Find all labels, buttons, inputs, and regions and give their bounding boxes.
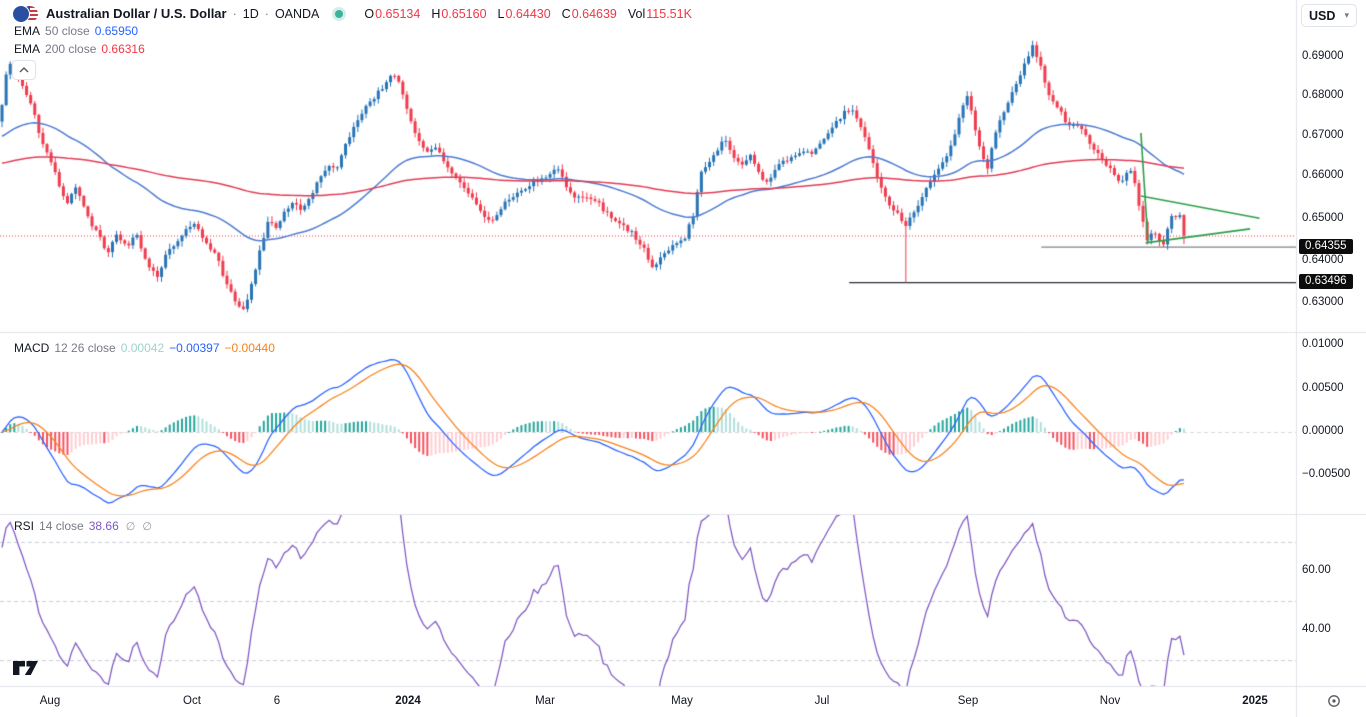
title-separator: · [232, 6, 237, 21]
symbol-header: Australian Dollar / U.S. Dollar · 1D · O… [12, 5, 692, 23]
rsi-axis-label: 40.00 [1302, 623, 1331, 635]
time-axis-label: Jul [814, 695, 830, 707]
macd-axis-label: −0.00500 [1302, 468, 1351, 480]
time-axis-label-year: 2024 [395, 695, 421, 707]
macd-line-value: −0.00397 [169, 341, 220, 355]
ohlc-high: H 0.65160 [431, 6, 487, 21]
ema200-legend[interactable]: EMA 200 close 0.66316 [14, 42, 145, 56]
rsi-legend[interactable]: RSI 14 close 38.66 ∅ ∅ [14, 519, 152, 533]
price-axis-label: 0.65000 [1302, 212, 1344, 224]
time-axis-label: 6 [273, 695, 281, 707]
currency-label: USD [1309, 8, 1336, 23]
ohlc-low: L 0.64430 [497, 6, 551, 21]
macd-axis-label: 0.01000 [1302, 338, 1344, 350]
go-to-realtime-button[interactable] [1327, 694, 1341, 713]
ema50-params: 50 close [45, 24, 90, 38]
rsi-value: 38.66 [88, 519, 119, 533]
price-axis-label: 0.64000 [1302, 254, 1344, 266]
ema50-name: EMA [14, 24, 41, 38]
currency-dropdown[interactable]: USD ▾ [1301, 4, 1357, 27]
price-axis-label: 0.69000 [1302, 50, 1344, 62]
price-level-tag: 0.64355 [1299, 239, 1353, 254]
time-axis-label-year: 2025 [1242, 695, 1268, 707]
volume-readout: Vol 115.51K [627, 6, 692, 21]
time-axis-label: Mar [535, 695, 555, 707]
exchange-label[interactable]: OANDA [274, 6, 320, 21]
ohlc-close: C 0.64639 [561, 6, 617, 21]
interval-label[interactable]: 1D [242, 6, 259, 21]
time-axis-label: Oct [183, 695, 201, 707]
price-axis-label: 0.67000 [1302, 129, 1344, 141]
chevron-up-icon [19, 67, 29, 73]
time-axis-label: Aug [39, 695, 61, 707]
empty-set-icon: ∅ [125, 520, 136, 533]
price-axis-label: 0.68000 [1302, 89, 1344, 101]
instrument-pair-logo [12, 5, 39, 23]
ema200-value: 0.66316 [101, 42, 145, 56]
ema200-name: EMA [14, 42, 41, 56]
macd-signal-value: −0.00440 [224, 341, 275, 355]
rsi-params: 14 close [39, 519, 84, 533]
macd-params: 12 26 close [54, 341, 116, 355]
title-separator: · [264, 6, 269, 21]
time-axis-label: Sep [957, 695, 979, 707]
price-axis-label: 0.63000 [1302, 296, 1344, 308]
macd-axis-label: 0.00500 [1302, 382, 1344, 394]
time-axis-label: Nov [1099, 695, 1121, 707]
ema50-value: 0.65950 [94, 24, 139, 38]
market-status-icon [335, 9, 344, 18]
price-axis-label: 0.66000 [1302, 169, 1344, 181]
symbol-title[interactable]: Australian Dollar / U.S. Dollar [46, 6, 227, 21]
tradingview-logo[interactable] [12, 660, 39, 681]
ema50-legend[interactable]: EMA 50 close 0.65950 [14, 24, 138, 38]
collapse-pane-button[interactable] [12, 60, 36, 80]
ohlc-open: O 0.65134 [364, 6, 421, 21]
macd-name: MACD [14, 341, 50, 355]
time-axis-label: May [671, 695, 693, 707]
macd-legend[interactable]: MACD 12 26 close 0.00042 −0.00397 −0.004… [14, 341, 275, 355]
macd-hist-value: 0.00042 [120, 341, 165, 355]
chevron-down-icon: ▾ [1344, 10, 1349, 20]
tradingview-logo-icon [13, 661, 38, 675]
empty-set-icon: ∅ [142, 520, 152, 533]
rsi-name: RSI [14, 519, 35, 533]
ema200-params: 200 close [45, 42, 97, 56]
rsi-axis-label: 60.00 [1302, 564, 1331, 576]
macd-axis-label: 0.00000 [1302, 425, 1344, 437]
price-level-tag: 0.63496 [1299, 274, 1353, 289]
target-icon [1328, 695, 1340, 707]
